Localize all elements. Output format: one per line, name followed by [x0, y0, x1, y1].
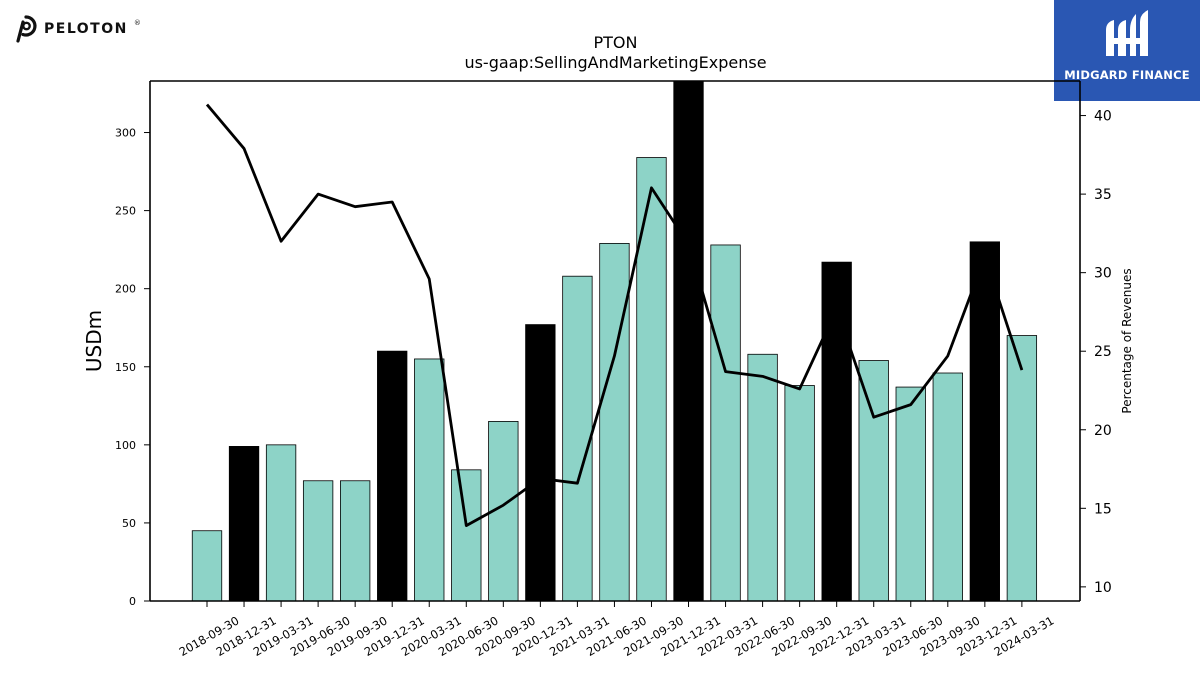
peloton-icon — [16, 15, 37, 43]
bar-2020-03-31 — [414, 358, 445, 602]
bar-2022-12-31 — [821, 261, 852, 602]
sponsor-name: MIDGARD FINANCE — [1064, 68, 1190, 82]
line-series — [205, 103, 1024, 527]
bar-series — [191, 80, 1038, 602]
bar-2023-03-31 — [858, 360, 889, 602]
bar-2021-09-30 — [636, 157, 667, 602]
left-tick-label: 0 — [129, 595, 136, 608]
bar-2024-03-31 — [1006, 335, 1038, 602]
bar-2020-06-30 — [451, 469, 482, 602]
peloton-logo: PELOTON ® — [14, 14, 141, 44]
right-tick-label: 10 — [1094, 580, 1112, 596]
right-tick-label: 40 — [1094, 109, 1112, 125]
bar-2018-09-30 — [191, 530, 223, 602]
bar-2023-06-30 — [895, 386, 926, 602]
bar-2020-12-31 — [525, 324, 556, 602]
percentage-of-revenues-line — [205, 103, 1024, 527]
left-tick-label: 50 — [122, 517, 136, 530]
midgard-icon — [1106, 10, 1148, 56]
left-tick-label: 300 — [115, 127, 136, 140]
bar-2019-09-30 — [340, 480, 371, 602]
right-tick-label: 20 — [1094, 423, 1112, 439]
axes — [149, 80, 1081, 602]
brand-registered-mark: ® — [133, 19, 141, 27]
left-tick-label: 200 — [115, 283, 136, 296]
chart-subtitle: us-gaap:SellingAndMarketingExpense — [464, 53, 766, 72]
bar-2019-03-31 — [265, 444, 297, 602]
midgard-finance-logo: MIDGARD FINANCE — [1054, 0, 1200, 101]
bar-2021-12-31 — [673, 80, 704, 602]
bar-2019-12-31 — [377, 350, 408, 602]
right-tick-label: 25 — [1094, 344, 1112, 360]
bar-2021-03-31 — [562, 275, 593, 602]
y-axis-label: USDm — [82, 310, 106, 372]
right-axis-ticks: 10 15 20 25 30 35 40 — [1080, 109, 1112, 596]
right-tick-label: 15 — [1094, 501, 1112, 517]
bar-2018-12-31 — [228, 446, 260, 602]
brand-name: PELOTON — [44, 21, 128, 37]
bar-2019-06-30 — [302, 480, 334, 602]
chart-title: PTON — [594, 33, 638, 52]
bar-2021-06-30 — [599, 242, 630, 602]
right-tick-label: 35 — [1094, 187, 1112, 203]
left-tick-label: 250 — [115, 205, 136, 218]
left-tick-label: 100 — [115, 439, 136, 452]
left-tick-label: 150 — [115, 361, 136, 374]
right-tick-label: 30 — [1094, 266, 1112, 282]
bar-2023-09-30 — [932, 372, 963, 602]
left-axis-ticks: 0 50 100 150 200 250 300 — [115, 127, 150, 608]
bar-2022-06-30 — [747, 353, 778, 602]
bar-2023-12-31 — [969, 241, 1000, 602]
bar-2022-09-30 — [784, 385, 815, 602]
x-axis-ticks: 2018-09-302018-12-312019-03-312019-06-30… — [177, 601, 1056, 659]
bar-2022-03-31 — [710, 244, 741, 602]
y2-axis-label: Percentage of Revenues — [1120, 268, 1134, 413]
